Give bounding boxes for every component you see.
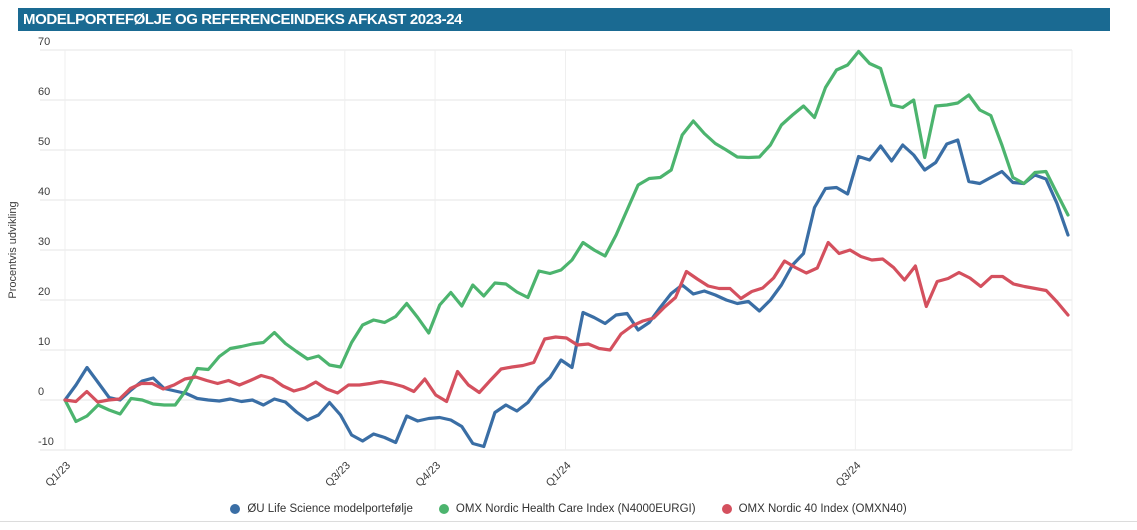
x-tick-label: Q1/24: [544, 460, 574, 490]
x-tick-label: Q4/23: [414, 460, 444, 490]
x-tick-label: Q3/23: [323, 460, 353, 490]
legend-item: OMX Nordic Health Care Index (N4000EURGI…: [438, 503, 696, 515]
chart-legend: ØU Life Science modelportefølje OMX Nordi…: [0, 503, 1137, 515]
x-tick-label: Q1/23: [43, 460, 73, 490]
series-line: [63, 138, 1070, 449]
x-tick-label: Q3/24: [834, 460, 864, 490]
y-tick-label: 30: [38, 236, 50, 248]
y-axis-title: Procentvis udvikling: [7, 201, 19, 298]
y-tick-label: 10: [38, 336, 50, 348]
y-tick-label: 60: [38, 86, 50, 98]
y-tick-label: 0: [38, 386, 44, 398]
series-line: [63, 49, 1070, 424]
y-tick-label: 50: [38, 136, 50, 148]
legend-label: OMX Nordic 40 Index (OMXN40): [738, 503, 907, 515]
legend-dot-icon: [721, 504, 732, 514]
y-tick-label: 40: [38, 186, 50, 198]
legend-dot-icon: [230, 504, 241, 514]
series-line: [63, 240, 1070, 404]
y-tick-label: 70: [38, 36, 50, 48]
legend-label: OMX Nordic Health Care Index (N4000EURGI…: [455, 503, 696, 515]
legend-item: OMX Nordic 40 Index (OMXN40): [721, 503, 907, 515]
legend-label: ØU Life Science modelportefølje: [247, 503, 413, 515]
legend-item: ØU Life Science modelportefølje: [230, 503, 413, 515]
chart-title-bar: MODELPORTEFØLJE OG REFERENCEINDEKS AFKAS…: [18, 8, 1110, 31]
bottom-divider: [0, 521, 1137, 522]
y-tick-label: 20: [38, 286, 50, 298]
legend-dot-icon: [438, 504, 449, 514]
y-tick-label: -10: [38, 436, 54, 448]
